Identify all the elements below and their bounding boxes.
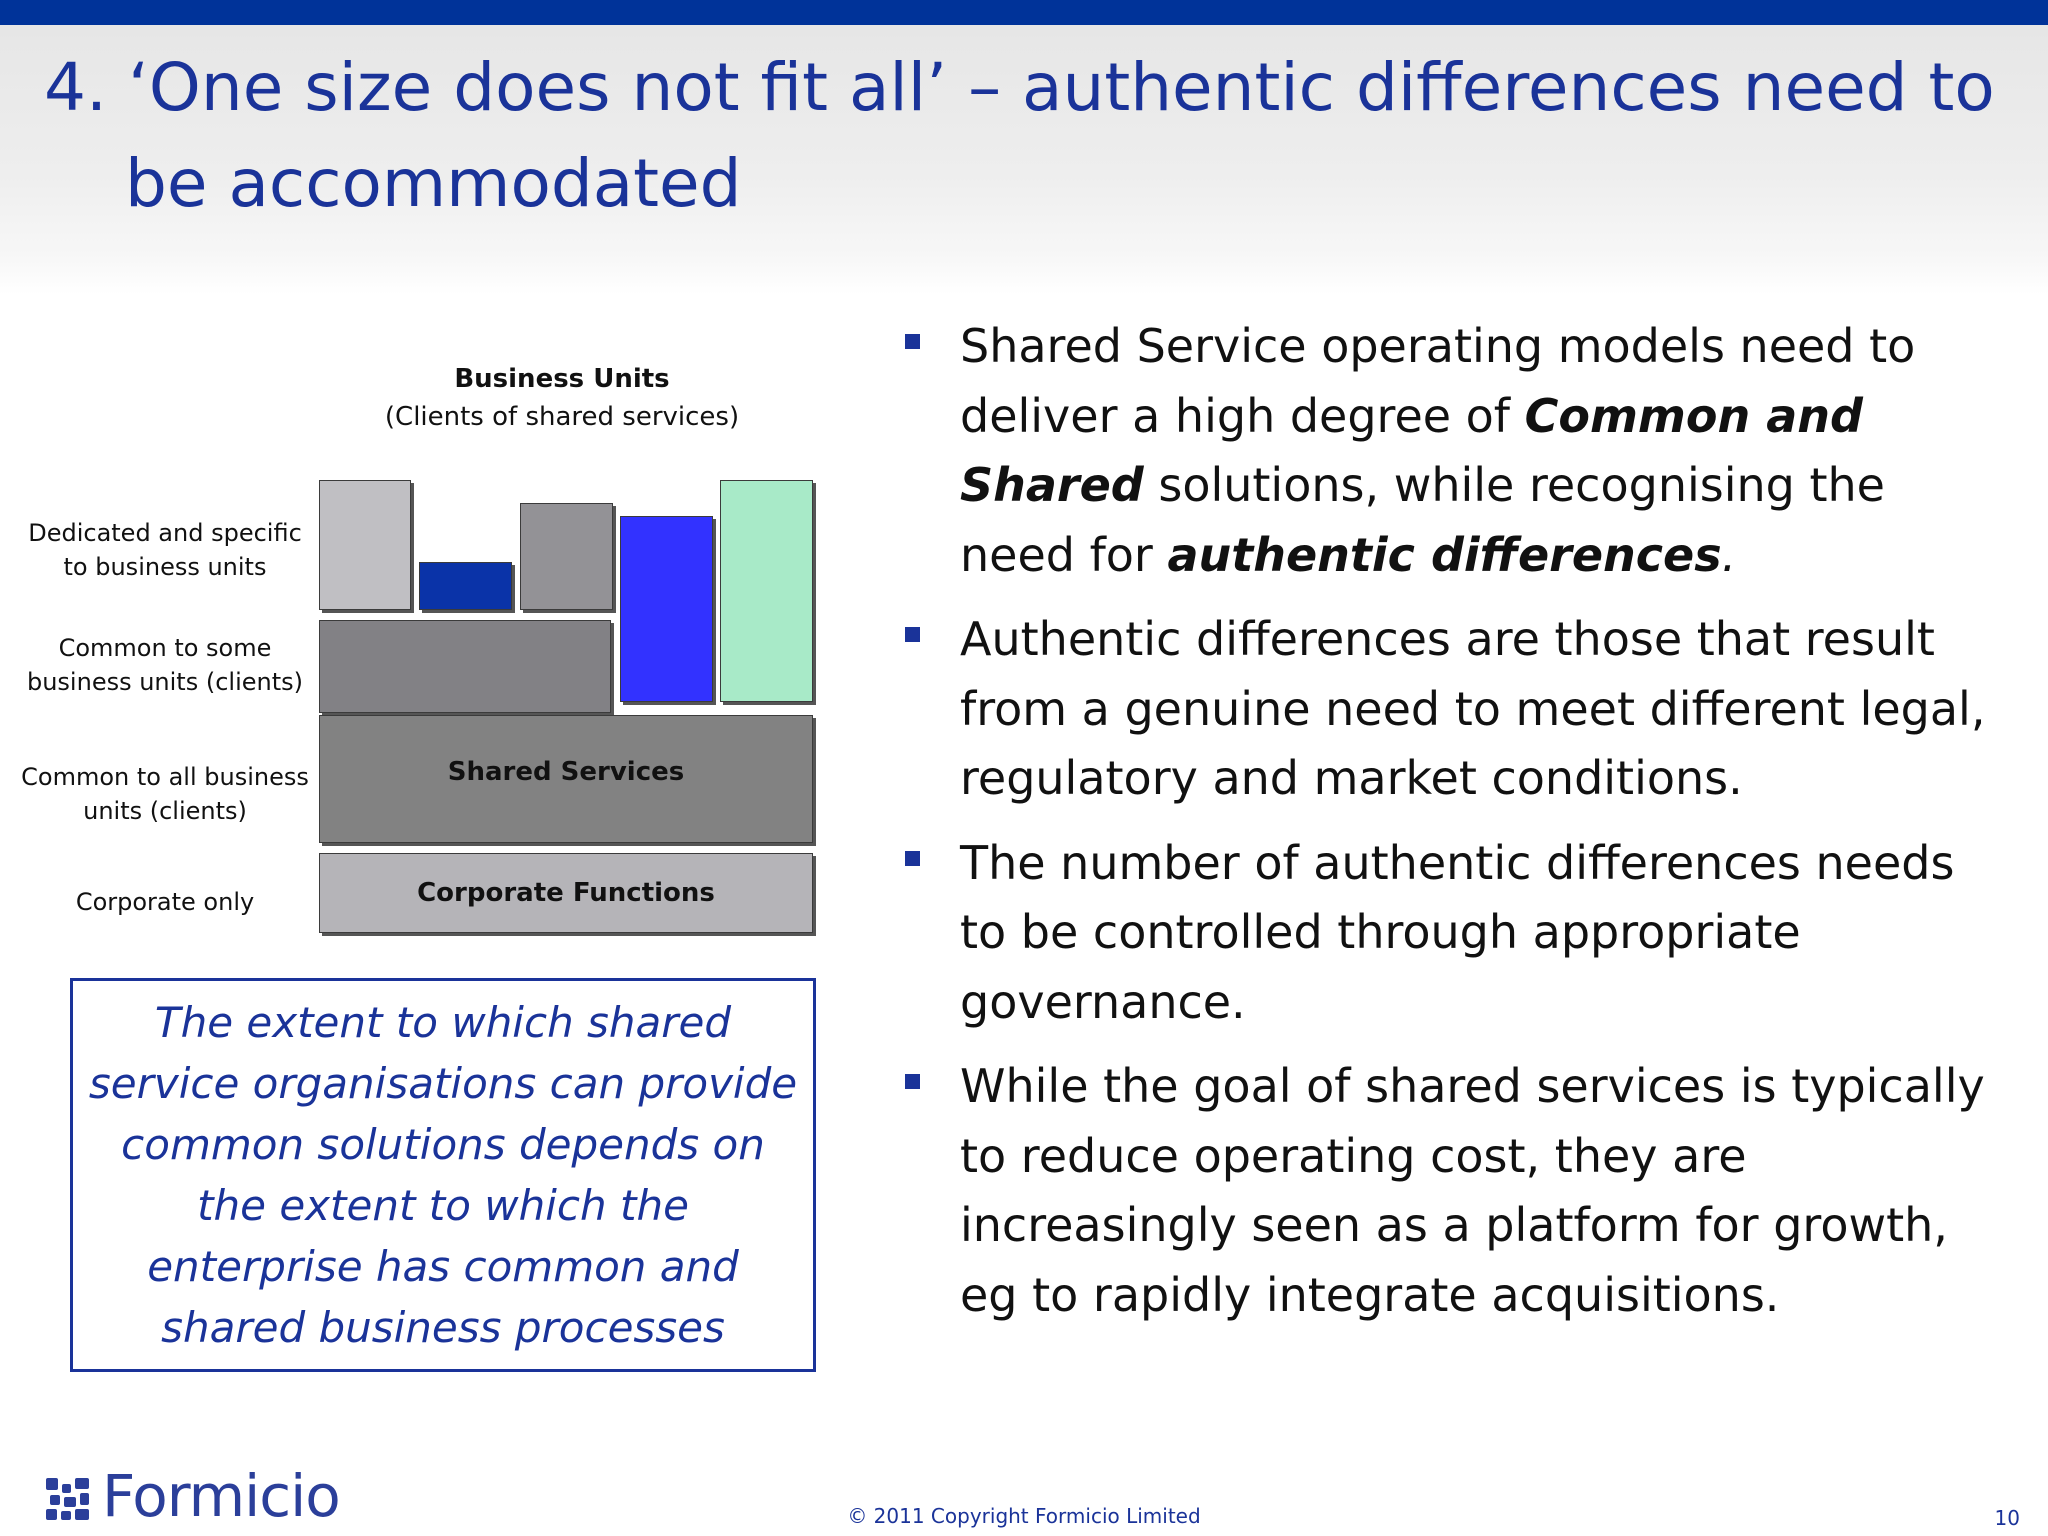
bullet-2-text: Authentic differences are those that res… [960, 612, 1986, 805]
bullet-1-emphasis-authentic-differences: authentic differences [1167, 527, 1722, 582]
block-dedicated-mid-grey [520, 503, 613, 610]
row-label-common-all: Common to all business units (clients) [15, 760, 315, 828]
block-dedicated-mint-green [720, 480, 813, 702]
row-label-common-all-line-2: units (clients) [83, 797, 247, 825]
row-label-corporate: Corporate only [75, 888, 255, 916]
copyright-notice: © 2011 Copyright Formicio Limited [847, 1504, 1201, 1528]
slide-title-line-2: be accommodated [125, 145, 742, 222]
slide-title-line-1: 4. ‘One size does not fit all’ – authent… [44, 49, 1995, 126]
title-band [0, 25, 2048, 295]
row-label-dedicated: Dedicated and specific to business units [15, 516, 315, 584]
row-label-common-all-line-1: Common to all business [21, 763, 309, 791]
top-accent-bar [0, 0, 2048, 25]
bullet-item-common-shared: Shared Service operating models need to … [900, 312, 2010, 590]
bullet-1-emphasis-common-shared: Common and Shared [960, 388, 1863, 513]
row-label-dedicated-line-1: Dedicated and specific [28, 519, 302, 547]
shared-services-label: Shared Services [447, 757, 685, 787]
page-number: 10 [1994, 1506, 2020, 1530]
bullet-4-text: While the goal of shared services is typ… [960, 1059, 1985, 1322]
business-units-heading: Business Units [454, 364, 670, 394]
block-corporate-functions [319, 853, 813, 933]
slide-title: 4. ‘One size does not fit all’ – authent… [44, 40, 2024, 232]
bullet-item-authentic-differences: Authentic differences are those that res… [900, 605, 2010, 814]
square-bullet-icon [905, 627, 920, 642]
bullet-item-growth-platform: While the goal of shared services is typ… [900, 1052, 2010, 1330]
corporate-functions-label: Corporate Functions [417, 878, 715, 908]
bullet-item-governance: The number of authentic differences need… [900, 829, 2010, 1038]
business-units-diagram: Business Units (Clients of shared servic… [0, 340, 840, 960]
block-dedicated-dark-blue [419, 562, 512, 610]
square-bullet-icon [905, 334, 920, 349]
row-label-common-some: Common to some business units (clients) [15, 631, 315, 699]
quote-box: The extent to which shared service organ… [70, 978, 816, 1372]
row-label-common-some-line-1: Common to some [58, 634, 272, 662]
block-dedicated-light-grey [319, 480, 411, 610]
block-dedicated-bright-blue [620, 516, 713, 702]
bullet-list: Shared Service operating models need to … [900, 312, 2010, 1345]
bullet-3-text: The number of authentic differences need… [960, 835, 1955, 1029]
row-label-dedicated-line-2: to business units [63, 553, 267, 581]
business-units-subheading: (Clients of shared services) [384, 402, 740, 432]
bullet-1-text-start: Shared Service operating models need to … [960, 319, 1916, 443]
quote-text: The extent to which shared service organ… [88, 998, 798, 1352]
formicio-logo-text: Formicio [102, 1462, 341, 1530]
diagram-axis-title: Business Units (Clients of shared servic… [362, 360, 762, 436]
formicio-logo-icon [46, 1478, 89, 1520]
square-bullet-icon [905, 1074, 920, 1089]
bullet-1-text-middle: solutions, while recognising the need fo… [960, 458, 1885, 582]
square-bullet-icon [905, 850, 920, 866]
block-shared-services [319, 715, 813, 843]
row-label-common-some-line-2: business units (clients) [26, 668, 303, 696]
bullet-1-text-end: . [1721, 527, 1737, 582]
block-common-some [319, 620, 611, 713]
